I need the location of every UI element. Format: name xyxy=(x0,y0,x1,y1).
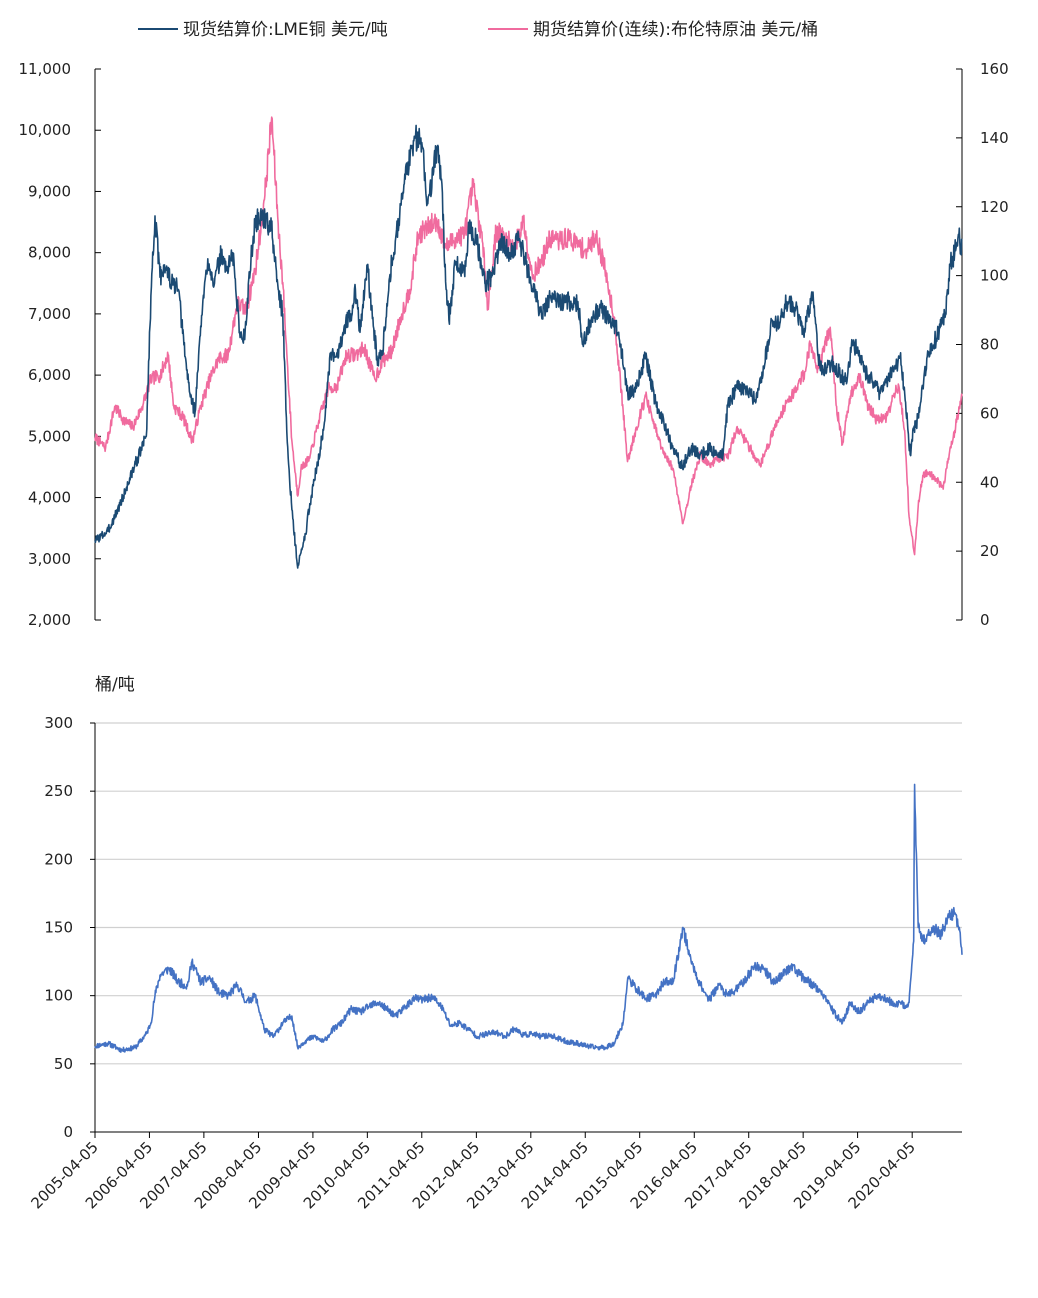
right-tick-label: 100 xyxy=(980,267,1009,285)
left-tick-label: 10,000 xyxy=(19,121,72,139)
left-tick-label: 4,000 xyxy=(28,489,71,507)
left-tick-label: 5,000 xyxy=(28,427,71,445)
left-tick-label: 7,000 xyxy=(28,305,71,323)
right-tick-label: 40 xyxy=(980,473,999,491)
y-tick-label: 50 xyxy=(54,1055,73,1073)
y-tick-label: 150 xyxy=(44,919,73,937)
unit-label: 桶/吨 xyxy=(95,675,135,695)
left-tick-label: 2,000 xyxy=(28,611,71,629)
right-tick-label: 60 xyxy=(980,404,999,422)
legend-label-brent: 期货结算价(连续):布伦特原油 美元/桶 xyxy=(533,20,818,40)
right-tick-label: 120 xyxy=(980,198,1009,216)
right-tick-label: 20 xyxy=(980,542,999,560)
series-line-brent xyxy=(94,116,963,556)
right-tick-label: 160 xyxy=(980,60,1009,78)
y-tick-label: 200 xyxy=(44,850,73,868)
right-tick-label: 140 xyxy=(980,129,1009,147)
legend-label-copper: 现货结算价:LME铜 美元/吨 xyxy=(183,20,388,40)
left-tick-label: 6,000 xyxy=(28,366,71,384)
y-tick-label: 100 xyxy=(44,987,73,1005)
y-tick-label: 0 xyxy=(63,1123,73,1141)
y-tick-label: 300 xyxy=(44,714,73,732)
top-chart: 2,000 3,000 4,000 5,000 6,000 7,000 8,000 9,000… xyxy=(19,20,1009,629)
right-tick-label: 80 xyxy=(980,336,999,354)
series-line-copper xyxy=(94,124,963,569)
left-tick-label: 11,000 xyxy=(19,60,72,78)
y-tick-label: 250 xyxy=(44,782,73,800)
series-line-ratio xyxy=(94,783,963,1053)
left-tick-label: 3,000 xyxy=(28,550,71,568)
left-tick-label: 9,000 xyxy=(28,182,71,200)
left-tick-label: 8,000 xyxy=(28,244,71,262)
bottom-chart: 桶/吨0501001502002503002005-04-052006-04-0… xyxy=(27,675,963,1212)
right-tick-label: 0 xyxy=(980,611,990,629)
